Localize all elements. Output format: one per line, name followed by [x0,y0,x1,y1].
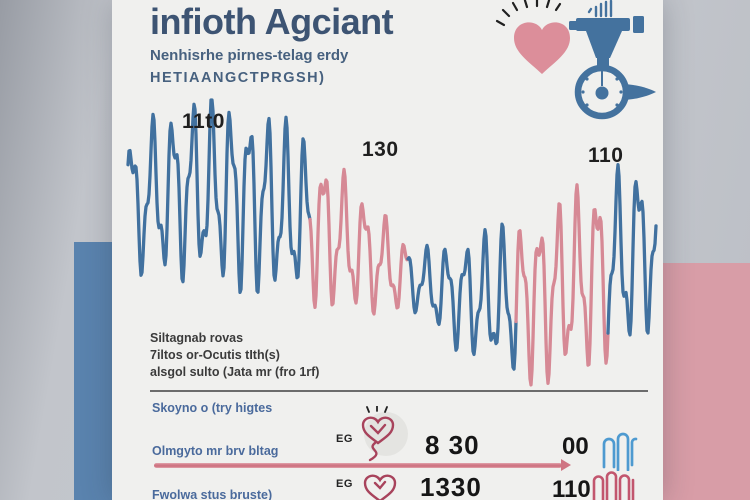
waveform-segment [514,183,610,387]
wave-value-label: 130 [362,138,399,161]
heart-doodle-icon [361,406,395,462]
stat-secondary-value: 00 [562,433,589,460]
stat-secondary-value: 110 [552,476,591,500]
stat-row-tag: EG [336,433,353,445]
pulse-lines-icon-blue [602,432,638,471]
heart-doodle-icon [363,474,397,500]
poster-card: infioth Agciant Nenhisrhe pirnes-telag e… [112,0,663,500]
wave-value-label: 11t0 [182,110,225,133]
heart-icon [495,0,570,74]
waveform-segment [308,167,410,316]
footnote-line: Siltagnab rovas [150,331,244,345]
waveform-segment [606,163,658,337]
waveform-segment [126,98,312,295]
pressure-gauge-icon [569,0,656,120]
doodle-backdrop [364,412,408,456]
footnote-line: 7iltos or-Ocutis tIth(s) [150,348,280,362]
stat-row-tag: EG [336,478,353,490]
pink-arrow-divider [154,459,571,471]
poster-subtitle-line1: Nenhisrhe pirnes-telag erdy [150,47,349,64]
sparkle-rays-icon [495,0,562,27]
stat-reading: 1330 [420,472,482,500]
stat-row-label: Olmgyto mr brv bltag [152,444,279,458]
poster-subtitle-line2: HETIAANGCTPRGSH) [150,70,326,86]
stat-row-label: Fwolwa stus bruste) [152,488,273,500]
wave-value-label: 110 [588,144,624,167]
footnotes-block: Siltagnab rovas 7iltos or-Ocutis tIth(s)… [150,331,319,382]
section-divider [150,390,648,392]
pink-accent-rectangle [662,263,750,500]
stat-reading: 8 30 [425,430,480,460]
poster-title: infioth Agciant [150,1,394,42]
footnote-line: alsgol sulto (Jata mr (fro 1rf) [150,365,320,379]
pulse-lines-icon-pink [592,471,635,500]
pressure-waveform-chart [126,98,658,387]
waveform-segment [406,222,518,371]
stats-heading: Skoyno o (try higtes [152,401,273,415]
